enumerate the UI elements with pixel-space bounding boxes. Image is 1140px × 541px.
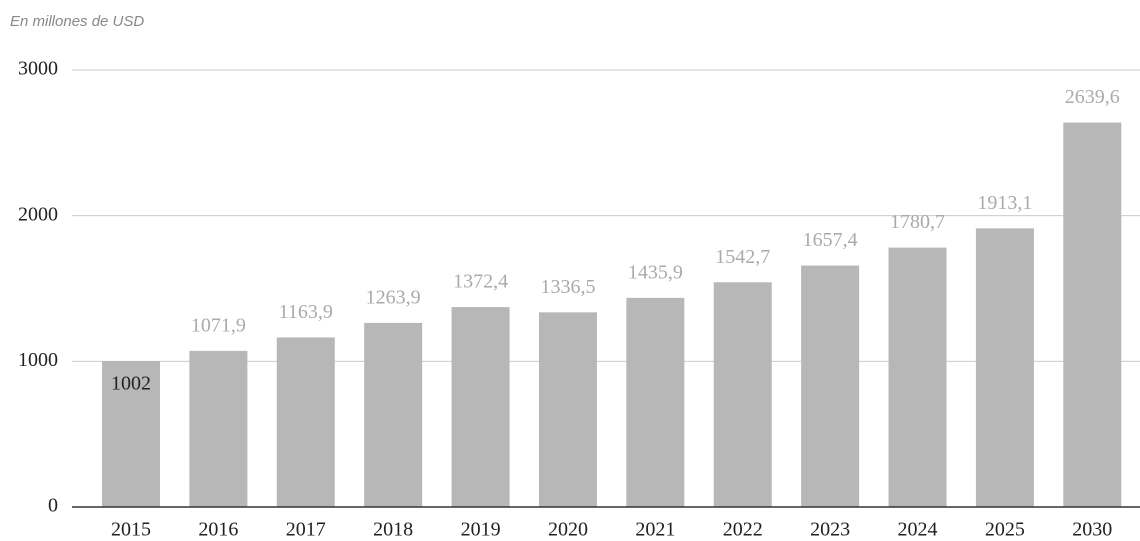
bar (888, 247, 947, 507)
y-tick-label: 2000 (18, 203, 58, 225)
bar (276, 337, 335, 507)
x-tick-label: 2015 (111, 519, 151, 541)
y-tick-label: 0 (48, 495, 58, 517)
x-tick-label: 2025 (985, 519, 1025, 541)
data-label: 1071,9 (191, 314, 246, 336)
bar (1063, 122, 1122, 508)
data-label: 1372,4 (453, 271, 508, 293)
data-label: 1780,7 (890, 211, 945, 233)
chart-subtitle: En millones de USD (10, 13, 144, 30)
bar (101, 361, 160, 507)
data-label: 1163,9 (279, 301, 333, 323)
data-label: 1002 (111, 373, 151, 395)
data-label: 1263,9 (366, 286, 421, 308)
bar (538, 312, 597, 507)
data-label: 1336,5 (540, 276, 595, 298)
bar (713, 282, 772, 507)
x-tick-label: 2030 (1072, 519, 1112, 541)
x-tick-label: 2021 (635, 519, 675, 541)
x-tick-label: 2019 (461, 519, 501, 541)
bar (626, 297, 685, 507)
x-tick-label: 2016 (198, 519, 238, 541)
bar (801, 265, 860, 507)
bar (364, 322, 423, 507)
bar (451, 307, 510, 507)
x-tick-label: 2018 (373, 519, 413, 541)
x-tick-label: 2023 (810, 519, 850, 541)
x-tick-label: 2022 (723, 519, 763, 541)
x-tick-label: 2020 (548, 519, 588, 541)
data-label: 1542,7 (715, 246, 770, 268)
data-label: 1913,1 (977, 192, 1032, 214)
y-tick-label: 1000 (18, 349, 58, 371)
x-tick-label: 2024 (898, 519, 938, 541)
data-label: 1657,4 (803, 229, 858, 251)
bar (975, 228, 1034, 507)
y-tick-label: 3000 (18, 58, 58, 80)
data-label: 1435,9 (628, 261, 683, 283)
bar (189, 350, 248, 507)
x-tick-label: 2017 (286, 519, 326, 541)
data-label: 2639,6 (1065, 86, 1120, 108)
